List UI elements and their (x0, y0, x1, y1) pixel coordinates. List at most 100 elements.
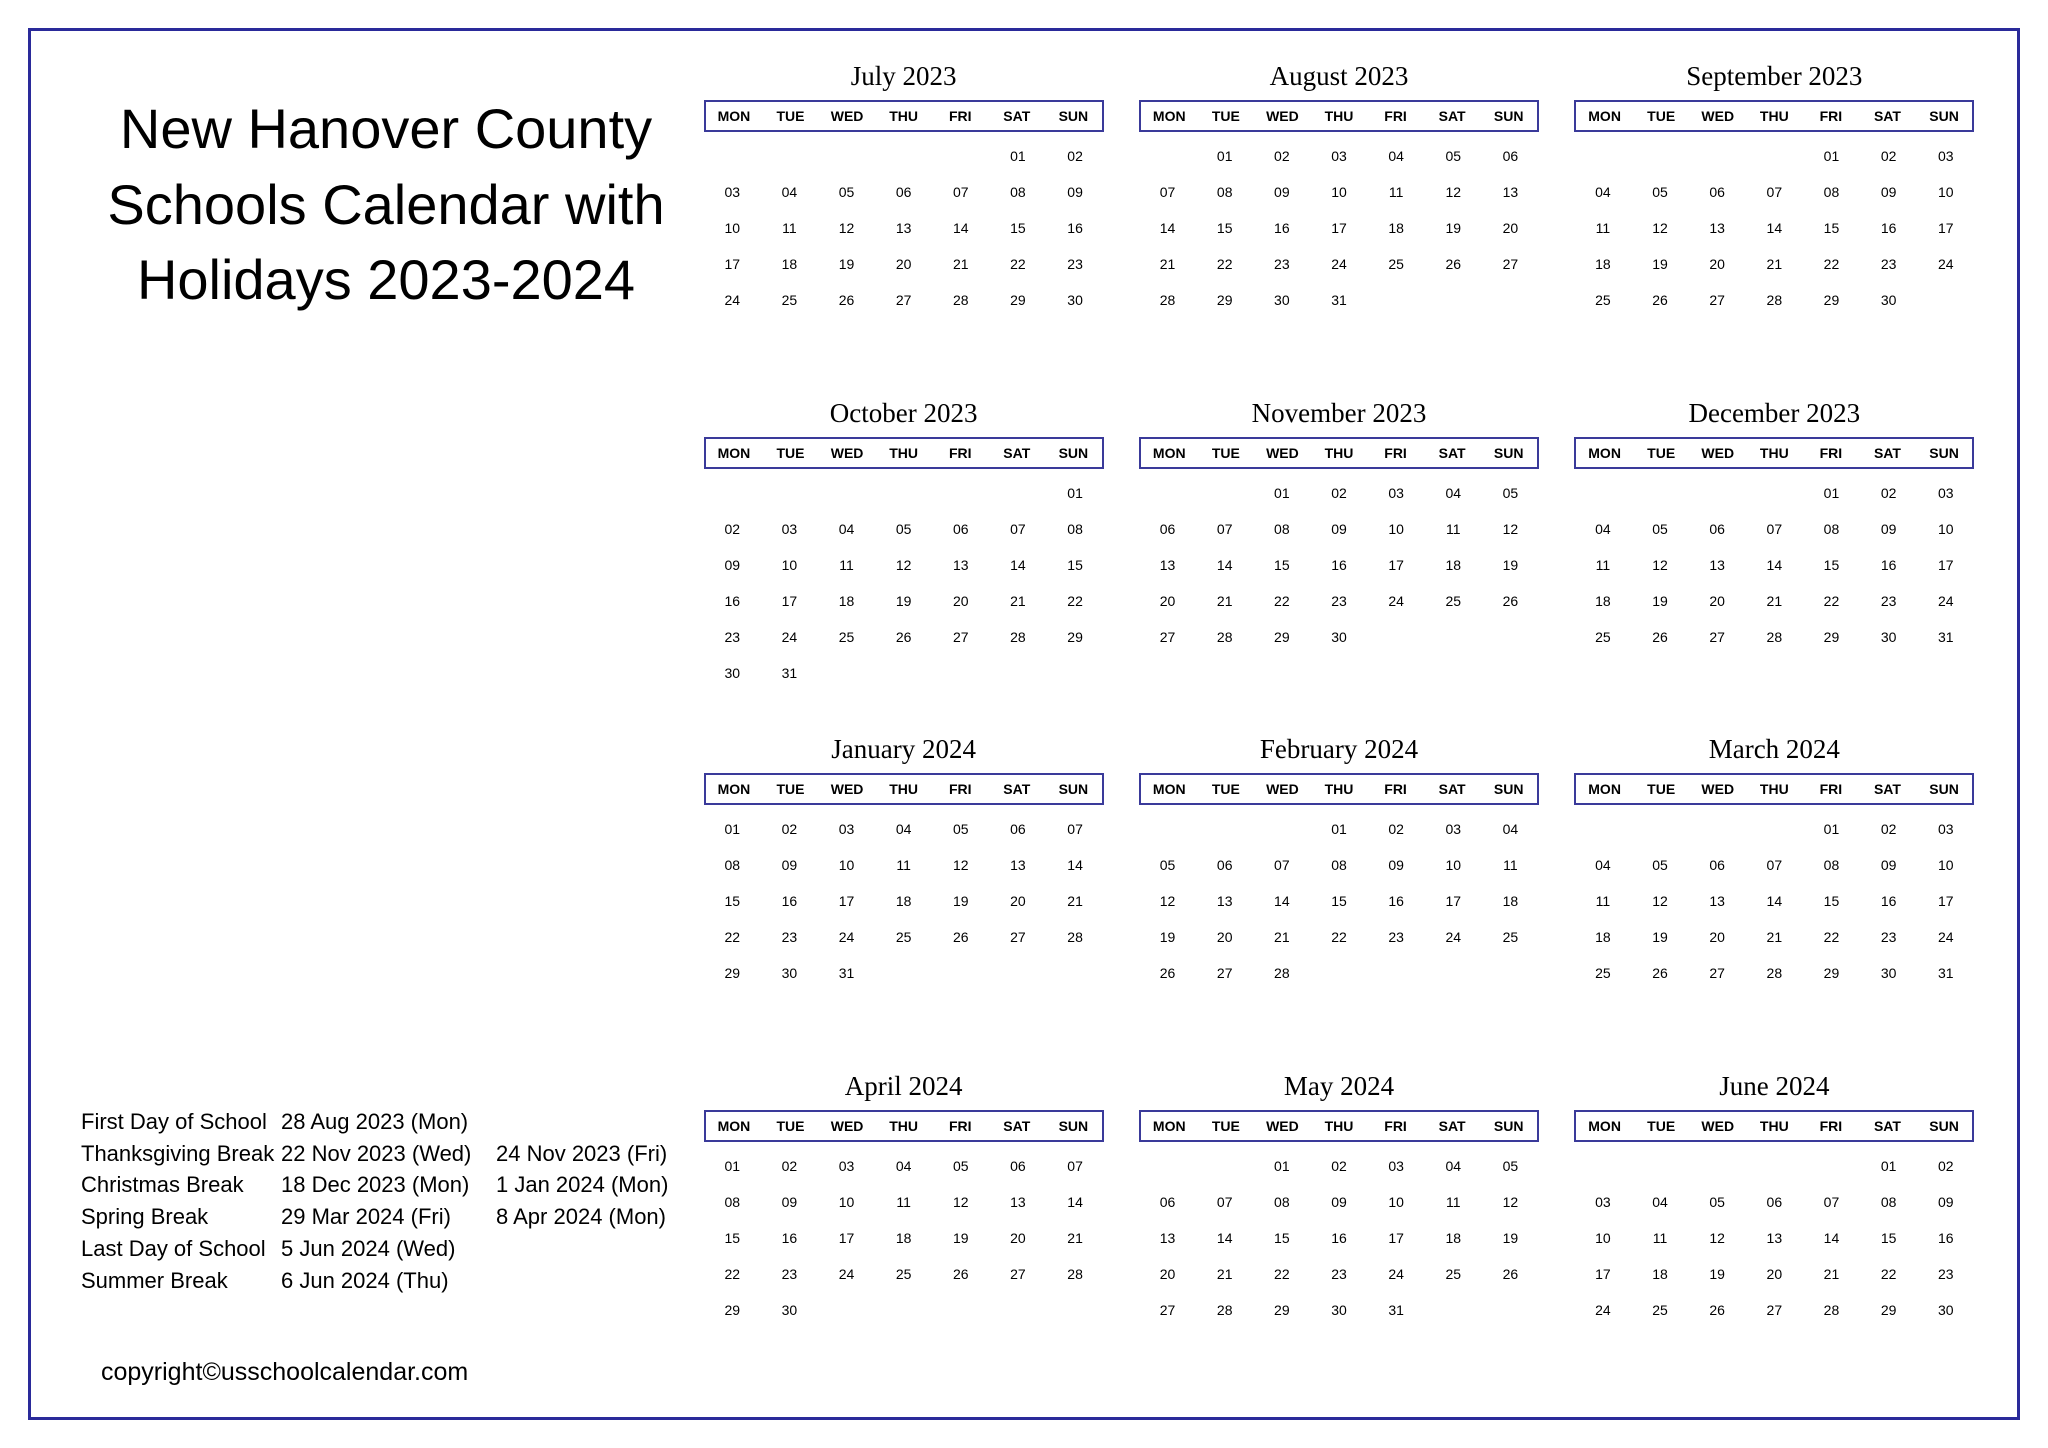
day-cell: 11 (1425, 511, 1482, 547)
day-header: WED (1254, 445, 1311, 461)
day-cell-empty (1631, 475, 1688, 511)
day-header: FRI (1367, 108, 1424, 124)
day-cell: 26 (1631, 282, 1688, 318)
day-cell: 24 (1917, 919, 1974, 955)
day-cell: 12 (875, 547, 932, 583)
day-cell: 25 (1574, 955, 1631, 991)
day-cell: 03 (761, 511, 818, 547)
day-cell: 12 (932, 1184, 989, 1220)
day-cell: 05 (818, 174, 875, 210)
day-cell: 28 (932, 282, 989, 318)
holiday-date-start: 28 Aug 2023 (Mon) (281, 1106, 496, 1138)
day-header: SUN (1480, 1118, 1537, 1134)
month: April 2024MONTUEWEDTHUFRISATSUN010203040… (701, 1071, 1106, 1388)
day-header: MON (706, 108, 763, 124)
day-cell: 24 (704, 282, 761, 318)
day-cell: 18 (1574, 919, 1631, 955)
day-cell: 26 (1482, 583, 1539, 619)
day-cell: 25 (875, 1256, 932, 1292)
day-cell: 02 (1917, 1148, 1974, 1184)
day-cell: 02 (1310, 475, 1367, 511)
day-cell: 15 (1803, 547, 1860, 583)
day-cell: 16 (1860, 883, 1917, 919)
day-cell: 31 (1310, 282, 1367, 318)
day-cell: 29 (704, 1292, 761, 1328)
day-header: WED (1689, 781, 1746, 797)
day-cell: 24 (818, 919, 875, 955)
day-cell: 23 (1310, 1256, 1367, 1292)
month-table: MONTUEWEDTHUFRISATSUN0102030405060708091… (1574, 437, 1974, 655)
day-cell: 07 (1196, 1184, 1253, 1220)
holiday-date-end: 8 Apr 2024 (Mon) (496, 1201, 666, 1233)
day-cell: 03 (1368, 1148, 1425, 1184)
day-cell: 16 (1860, 547, 1917, 583)
day-cell: 11 (1574, 210, 1631, 246)
day-cell: 18 (1482, 883, 1539, 919)
month-table: MONTUEWEDTHUFRISATSUN0102030405060708091… (704, 100, 1104, 318)
day-cell: 31 (818, 955, 875, 991)
day-cell: 12 (1139, 883, 1196, 919)
day-cell: 12 (932, 847, 989, 883)
holiday-date-start: 29 Mar 2024 (Fri) (281, 1201, 496, 1233)
day-cell: 19 (1631, 583, 1688, 619)
day-cell: 14 (1047, 1184, 1104, 1220)
day-cell: 01 (1803, 475, 1860, 511)
day-cell: 26 (818, 282, 875, 318)
day-cell-empty (1746, 811, 1803, 847)
day-cell: 11 (818, 547, 875, 583)
day-cell: 21 (1803, 1256, 1860, 1292)
holiday-label: Thanksgiving Break (81, 1138, 281, 1170)
day-cell: 07 (932, 174, 989, 210)
day-cell: 10 (818, 1184, 875, 1220)
day-cell: 08 (704, 1184, 761, 1220)
day-cell: 02 (761, 811, 818, 847)
day-header: MON (706, 445, 763, 461)
day-cell: 03 (1917, 811, 1974, 847)
day-cell: 23 (761, 919, 818, 955)
day-cell: 14 (989, 547, 1046, 583)
day-cell: 01 (1860, 1148, 1917, 1184)
holiday-date-start: 22 Nov 2023 (Wed) (281, 1138, 496, 1170)
day-cell: 22 (1803, 919, 1860, 955)
day-cell: 23 (761, 1256, 818, 1292)
day-cell: 20 (1689, 583, 1746, 619)
day-cell: 13 (1689, 883, 1746, 919)
day-cell: 24 (1368, 583, 1425, 619)
day-cell: 14 (1196, 1220, 1253, 1256)
day-cell: 30 (1860, 282, 1917, 318)
month-title: August 2023 (1270, 61, 1409, 92)
month-title: November 2023 (1252, 398, 1427, 429)
day-cell: 31 (761, 655, 818, 691)
day-cell: 16 (761, 1220, 818, 1256)
day-cell: 20 (989, 883, 1046, 919)
day-cell: 10 (1917, 847, 1974, 883)
day-cell: 07 (1047, 811, 1104, 847)
day-cell-empty (1574, 1148, 1631, 1184)
day-cell: 06 (1689, 847, 1746, 883)
day-cell: 17 (761, 583, 818, 619)
day-cell: 31 (1917, 955, 1974, 991)
day-header-row: MONTUEWEDTHUFRISATSUN (1574, 1110, 1974, 1142)
day-cell: 25 (1631, 1292, 1688, 1328)
day-cell: 19 (875, 583, 932, 619)
day-header: TUE (1633, 108, 1690, 124)
day-cell: 31 (1917, 619, 1974, 655)
day-header: THU (1311, 108, 1368, 124)
page-title: New Hanover County Schools Calendar with… (71, 91, 701, 318)
day-cell: 08 (1310, 847, 1367, 883)
day-cell: 23 (1917, 1256, 1974, 1292)
day-cell-empty (932, 138, 989, 174)
day-cell: 20 (1482, 210, 1539, 246)
days-grid: 0102030405060708091011121314151617181920… (704, 132, 1104, 318)
day-header: MON (1141, 445, 1198, 461)
day-cell: 15 (704, 883, 761, 919)
day-cell: 21 (1253, 919, 1310, 955)
copyright-text: copyright©usschoolcalendar.com (101, 1358, 468, 1387)
day-cell: 26 (932, 919, 989, 955)
day-cell: 14 (1196, 547, 1253, 583)
day-cell: 07 (1746, 511, 1803, 547)
day-cell: 17 (1368, 547, 1425, 583)
day-cell: 14 (1253, 883, 1310, 919)
holiday-row: Summer Break 6 Jun 2024 (Thu) (81, 1265, 701, 1297)
day-cell: 27 (989, 1256, 1046, 1292)
